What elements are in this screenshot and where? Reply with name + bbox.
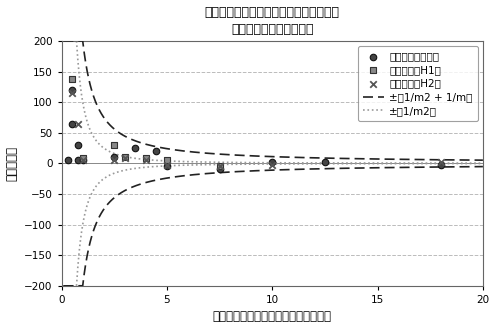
スウェプトサイン — [131, 145, 139, 151]
ランダム（H2） — [163, 163, 171, 168]
Legend: スウェプトサイン, ランダム（H1）, ランダム（H2）, ±（1/m2 + 1/m）, ±（1/m2）: スウェプトサイン, ランダム（H1）, ランダム（H2）, ±（1/m2 + 1… — [358, 46, 478, 121]
ランダム（H1） — [163, 158, 171, 163]
ランダム（H1） — [142, 156, 150, 161]
ランダム（H2） — [68, 90, 76, 96]
ランダム（H1） — [121, 155, 129, 160]
ランダム（H2） — [437, 160, 445, 165]
ランダム（H2） — [79, 158, 87, 163]
±（1/m2 + 1/m） — [60, 39, 66, 43]
ランダム（H2） — [268, 163, 276, 168]
ランダム（H1） — [79, 156, 87, 161]
ランダム（H2） — [121, 156, 129, 161]
ランダム（H2） — [142, 158, 150, 163]
±（1/m2） — [373, 161, 379, 165]
±（1/m2） — [480, 161, 486, 165]
Line: ±（1/m2）: ±（1/m2） — [63, 41, 483, 163]
±（1/m2 + 1/m） — [405, 158, 411, 162]
±（1/m2） — [312, 161, 318, 165]
スウェプトサイン — [110, 155, 118, 160]
スウェプトサイン — [321, 160, 329, 165]
スウェプトサイン — [152, 148, 160, 154]
ランダム（H1） — [216, 164, 224, 169]
スウェプトサイン — [68, 87, 76, 92]
スウェプトサイン — [268, 159, 276, 164]
±（1/m2 + 1/m） — [312, 156, 318, 160]
±（1/m2 + 1/m） — [373, 157, 379, 161]
スウェプトサイン — [437, 163, 445, 168]
ランダム（H1） — [110, 142, 118, 148]
±（1/m2 + 1/m） — [480, 158, 486, 162]
ランダム（H2） — [216, 164, 224, 169]
±（1/m2） — [221, 160, 227, 164]
±（1/m2 + 1/m） — [221, 152, 227, 156]
スウェプトサイン — [64, 158, 72, 163]
ランダム（H2） — [75, 121, 83, 126]
ランダム（H1） — [68, 77, 76, 82]
±（1/m2） — [333, 161, 339, 165]
±（1/m2） — [137, 157, 143, 161]
スウェプトサイン — [163, 164, 171, 169]
±（1/m2 + 1/m） — [333, 156, 339, 160]
±（1/m2 + 1/m） — [137, 140, 143, 144]
Y-axis label: 誤差（％）: 誤差（％） — [5, 146, 18, 181]
±（1/m2） — [60, 39, 66, 43]
スウェプトサイン — [79, 158, 87, 163]
Title: 半値幅内の周波数応答関数のライン数と
損失係数測定誤差の関係: 半値幅内の周波数応答関数のライン数と 損失係数測定誤差の関係 — [205, 6, 340, 36]
スウェプトサイン — [68, 121, 76, 126]
スウェプトサイン — [216, 167, 224, 172]
Line: ±（1/m2 + 1/m）: ±（1/m2 + 1/m） — [63, 41, 483, 160]
X-axis label: 半値幅内の周波数応答関数のライン数: 半値幅内の周波数応答関数のライン数 — [213, 311, 332, 323]
スウェプトサイン — [75, 158, 83, 163]
ランダム（H2） — [110, 158, 118, 163]
±（1/m2） — [405, 161, 411, 165]
スウェプトサイン — [75, 142, 83, 148]
